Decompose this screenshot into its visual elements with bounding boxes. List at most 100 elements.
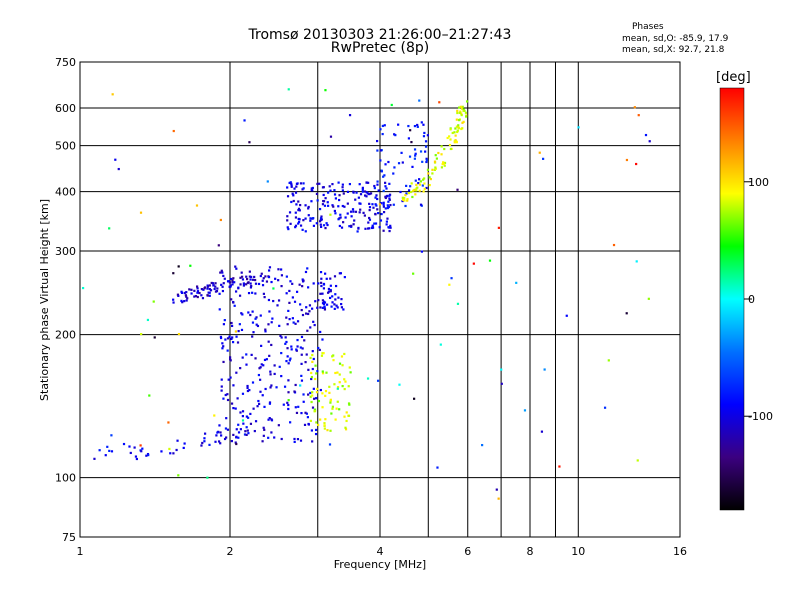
data-point [453,131,456,134]
data-point [336,387,339,390]
data-point [333,209,336,213]
data-point [297,405,300,408]
data-point [315,372,318,375]
data-point [329,213,332,216]
data-point [237,431,241,434]
data-point [307,214,310,217]
data-point [218,308,221,311]
data-point [311,307,314,310]
data-point [220,389,223,392]
data-point [334,197,337,200]
data-point [368,227,371,230]
data-point [384,196,387,200]
data-point [449,138,452,141]
data-point [378,226,381,229]
data-point [337,218,340,221]
data-point [361,186,364,189]
data-point [359,193,363,196]
data-point [411,195,414,199]
data-point [310,429,314,432]
data-point [376,208,379,211]
data-point [317,282,320,285]
data-point [311,350,314,353]
y-tick-label: 200 [55,329,76,342]
data-point [296,182,299,185]
data-point [342,221,345,224]
data-point [416,123,419,127]
data-point [339,216,342,219]
x-axis-label: Frequency [MHz] [334,558,426,571]
x-tick-label: 4 [377,545,384,558]
data-point [434,167,437,170]
data-point [420,121,423,124]
data-point [386,204,389,207]
data-point [145,454,148,457]
y-tick-label: 75 [62,531,76,544]
data-point [296,338,299,342]
data-point [375,194,378,197]
data-point [217,244,220,247]
data-point [376,197,379,201]
data-point [333,383,336,386]
data-point [424,140,428,143]
data-point [289,280,292,283]
data-point [242,282,245,285]
data-point [320,354,324,357]
data-point [373,222,376,225]
data-point [301,313,305,317]
data-point [285,359,288,363]
data-point [305,412,308,415]
data-point [288,359,291,362]
data-point [302,393,305,396]
data-point [387,200,390,203]
data-point [285,275,288,278]
data-point [307,312,310,316]
data-point [255,323,258,326]
data-point [340,298,343,301]
colorbar [719,87,745,511]
data-point [237,329,240,333]
data-point [196,291,199,294]
data-point [214,440,217,443]
data-point [230,439,233,443]
data-point [307,393,310,396]
data-point [426,134,429,137]
data-point [214,285,217,288]
data-point [183,300,186,303]
data-point [341,183,344,186]
data-point [415,183,418,186]
data-point [238,323,241,326]
data-point [81,286,85,290]
data-point [177,474,180,477]
data-point [304,270,308,274]
data-point [250,284,253,288]
data-point [301,278,304,281]
data-point [375,204,378,207]
data-point [259,390,262,393]
data-point [189,264,192,267]
data-point [383,124,386,127]
y-tick-label: 300 [55,245,76,258]
data-point [329,288,332,292]
data-point [249,278,252,281]
data-point [304,230,307,233]
data-point [269,386,272,389]
data-point [301,347,304,350]
data-point [216,431,219,434]
data-point [185,291,188,294]
data-point [267,269,271,272]
data-point [371,224,374,227]
data-point [334,293,337,296]
data-point [230,277,233,281]
data-point [286,323,289,326]
data-point [440,145,443,148]
y-axis-label: Stationary phase Virtual Height [km] [38,199,51,401]
data-point [216,287,219,290]
data-point [321,186,325,189]
data-point [315,421,318,424]
data-point [341,364,344,367]
data-point [133,446,136,449]
data-point [313,408,317,411]
data-point [228,281,231,284]
data-point [388,197,391,200]
